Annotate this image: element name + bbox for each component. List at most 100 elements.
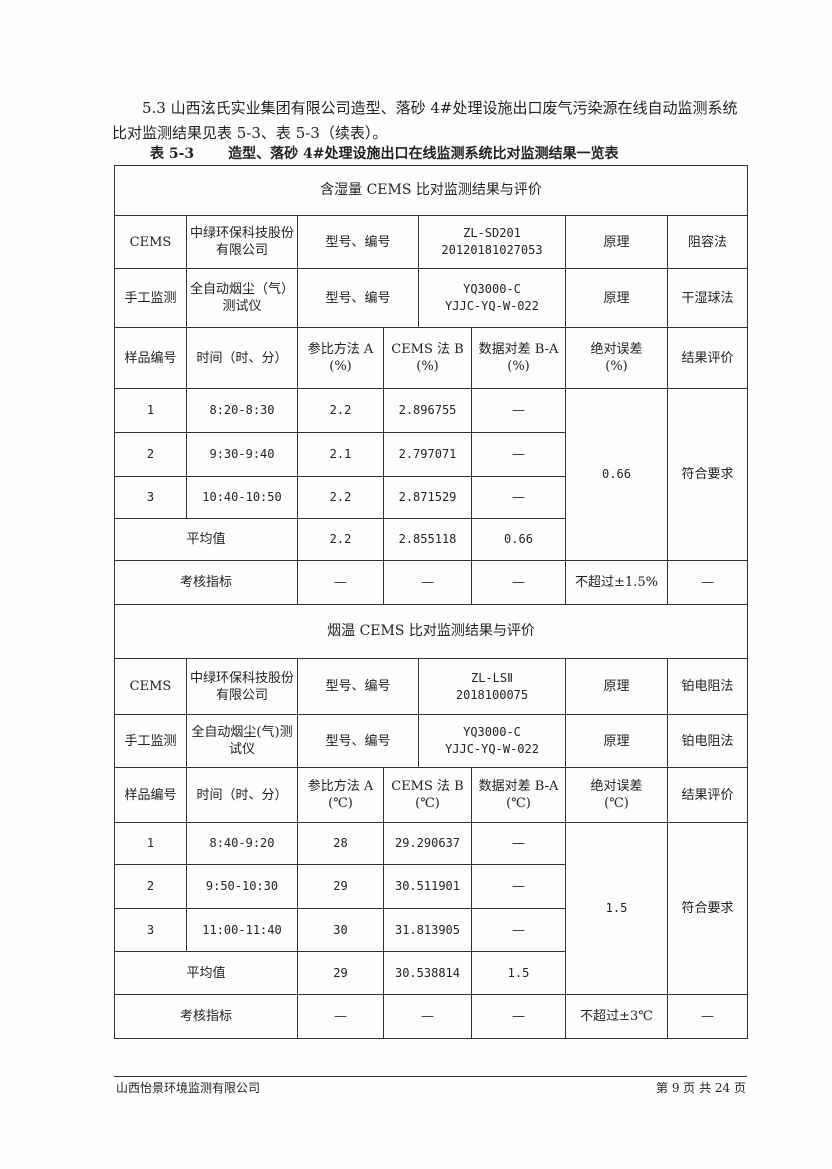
- value-b-text: 2.896755: [398, 403, 457, 417]
- value-b-text: 31.813905: [394, 922, 461, 937]
- value-a: 28: [297, 822, 384, 865]
- sample-no: 1: [114, 388, 187, 433]
- section-title: 含湿量 CEMS 比对监测结果与评价: [113, 165, 749, 216]
- cems-principle-text: 铂电阻法: [681, 679, 734, 694]
- value-diff-text: —: [512, 879, 525, 894]
- value-a: 2.2: [297, 476, 384, 519]
- cems-label: CEMS: [114, 215, 187, 269]
- sample-no: 3: [114, 908, 187, 952]
- time: 9:30-9:40: [186, 432, 298, 477]
- time-text: 8:20-8:30: [209, 403, 275, 417]
- principle-label: 原理: [565, 268, 668, 328]
- cems-maker: 中绿环保科技股份有限公司: [186, 658, 298, 715]
- section-title-text: 烟温 CEMS 比对监测结果与评价: [327, 623, 535, 639]
- result-text: 符合要求: [681, 901, 734, 916]
- value-diff: —: [471, 476, 566, 519]
- average-b: 30.538814: [383, 951, 472, 995]
- value-b: 2.896755: [383, 388, 472, 433]
- value-diff-text: —: [512, 836, 525, 851]
- header-method-a-text: (℃): [328, 796, 353, 811]
- cems-maker-text: 中绿环保科技股份有限公司: [189, 226, 294, 258]
- table-caption: 表 5-3 造型、落砂 4#处理设施出口在线监测系统比对监测结果一览表: [150, 143, 750, 163]
- sample-no: 1: [114, 822, 187, 865]
- value-b: 31.813905: [383, 908, 472, 952]
- average-diff: 1.5: [471, 951, 566, 995]
- value-a-text: 30: [333, 922, 348, 937]
- cems-model-serial-text: ZL-LSⅡ: [470, 670, 514, 685]
- manual-row: 手工监测 全自动烟尘(气)测试仪 型号、编号 YQ3000-C YJJC-YQ-W-02…: [114, 714, 749, 768]
- principle-label: 原理: [565, 215, 668, 269]
- value-a: 30: [297, 908, 384, 952]
- header-time: 时间（时、分）: [186, 767, 298, 823]
- header-time: 时间（时、分）: [186, 327, 298, 389]
- header-row: 样品编号 时间（时、分） 参比方法 A (℃) CEMS 法 B (℃) 数据对差 B-A (…: [114, 767, 749, 823]
- assessment-diff-text: —: [512, 1009, 525, 1024]
- cems-maker: 中绿环保科技股份有限公司: [186, 215, 298, 269]
- value-diff: —: [471, 432, 566, 477]
- assessment-limit-text: 不超过±1.5%: [575, 575, 658, 590]
- sample-no-text: 2: [146, 879, 155, 893]
- principle-label: 原理: [565, 658, 668, 715]
- assessment-result-text: —: [701, 575, 714, 590]
- time-text: 8:40-9:20: [209, 836, 275, 850]
- cems-label: CEMS: [114, 658, 187, 715]
- assessment-diff: —: [471, 994, 566, 1039]
- assessment-result: —: [666, 560, 749, 605]
- value-a: 2.1: [297, 432, 384, 477]
- assessment-label: 考核指标: [114, 994, 298, 1039]
- value-a-text: 2.2: [329, 403, 352, 417]
- header-sample-no-text: 样品编号: [124, 350, 177, 366]
- cems-model-serial: ZL-SD201 20120181027053: [418, 215, 566, 269]
- section-title-row: 含湿量 CEMS 比对监测结果与评价: [113, 165, 749, 216]
- cems-row: CEMS 中绿环保科技股份有限公司 型号、编号 ZL-LSⅡ 2018100075 原理 铂…: [114, 658, 749, 715]
- header-result-text: 结果评价: [681, 350, 734, 366]
- section-title-row: 烟温 CEMS 比对监测结果与评价: [113, 604, 749, 659]
- sample-no-text: 3: [146, 922, 155, 937]
- value-diff: —: [471, 908, 566, 952]
- data-row: 1 8:40-9:20 28 29.290637 — 1.5 符合要求: [114, 822, 749, 995]
- manual-maker: 全自动烟尘（气）测试仪: [186, 268, 298, 328]
- sample-no: 2: [114, 864, 187, 909]
- assessment-label-text: 考核指标: [179, 575, 232, 590]
- principle-label-text: 原理: [603, 679, 630, 694]
- assessment-b-text: —: [421, 1009, 434, 1024]
- header-method-a: 参比方法 A (%): [297, 327, 384, 389]
- sample-no-text: 3: [146, 490, 155, 504]
- assessment-result: —: [666, 994, 749, 1039]
- sample-no-text: 2: [146, 447, 155, 461]
- average-a-text: 29: [333, 965, 348, 980]
- time: 8:40-9:20: [186, 822, 298, 865]
- data-row: 2 9:50-10:30 29 30.511901 —: [114, 864, 748, 909]
- manual-maker-text: 全自动烟尘(气)测试仪: [191, 725, 293, 757]
- header-cems-b-text: CEMS 法 B: [391, 779, 464, 794]
- header-result-text: 结果评价: [681, 787, 734, 803]
- principle-label-text: 原理: [603, 290, 630, 306]
- header-diff-text: (%): [507, 359, 530, 374]
- manual-maker: 全自动烟尘(气)测试仪: [186, 714, 298, 768]
- average-b-text: 2.855118: [398, 532, 457, 546]
- header-diff-text: 数据对差 B-A: [478, 779, 559, 794]
- time: 8:20-8:30: [186, 388, 298, 433]
- manual-model-serial: YQ3000-C YJJC-YQ-W-022: [418, 714, 566, 768]
- assessment-diff-text: —: [512, 575, 525, 590]
- result: 符合要求: [666, 822, 749, 995]
- assessment-label: 考核指标: [114, 560, 298, 605]
- header-cems-b-text: (%): [416, 359, 439, 374]
- manual-label-text: 手工监测: [124, 290, 177, 306]
- model-label-text: 型号、编号: [325, 234, 391, 250]
- value-a: 2.2: [297, 388, 384, 433]
- assessment-a: —: [297, 994, 384, 1039]
- assessment-label-text: 考核指标: [179, 1009, 232, 1024]
- header-abs-error: 绝对误差 (℃): [565, 767, 668, 823]
- value-b-text: 2.871529: [398, 490, 457, 504]
- header-method-a-text: (%): [329, 359, 352, 374]
- average-label: 平均值: [114, 951, 298, 995]
- header-method-a: 参比方法 A (℃): [297, 767, 384, 823]
- average-row: 平均值 2.2 2.855118 0.66: [114, 518, 748, 561]
- average-diff-text: 0.66: [504, 532, 533, 546]
- value-b-text: 29.290637: [394, 836, 461, 850]
- value-diff-text: —: [512, 447, 525, 462]
- header-abs-error-text: (%): [605, 359, 628, 374]
- value-b: 30.511901: [383, 864, 472, 909]
- sample-no: 3: [114, 476, 187, 519]
